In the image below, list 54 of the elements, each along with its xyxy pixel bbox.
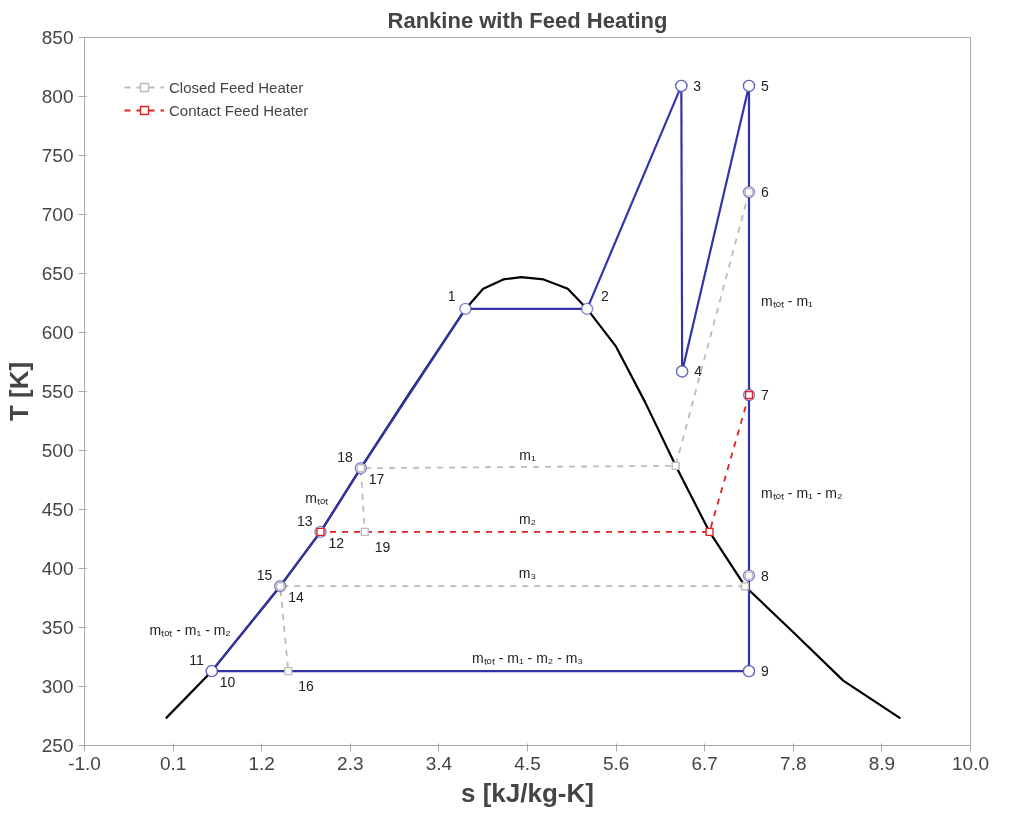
annotation: 17 xyxy=(368,471,385,488)
x-tick-label: 7.8 xyxy=(780,752,807,774)
annotation: 10 xyxy=(219,674,236,691)
chart-title: Rankine with Feed Heating xyxy=(387,7,668,33)
annotation: mₜₒₜ - m₁ - m₂ xyxy=(761,484,843,501)
annotation: 6 xyxy=(761,184,769,201)
x-axis-title: s [kJ/kg-K] xyxy=(461,777,594,808)
x-tick-label: 10.0 xyxy=(952,752,989,774)
annotation: 14 xyxy=(288,589,305,606)
x-tick-label: 5.6 xyxy=(602,752,630,774)
annotation: mₜₒₜ - m₁ xyxy=(761,292,814,309)
annotation: 19 xyxy=(374,538,391,555)
annotation: 7 xyxy=(761,387,769,404)
y-tick-label: 500 xyxy=(41,440,74,461)
y-tick-label: 650 xyxy=(41,263,74,284)
y-tick-label: 800 xyxy=(41,86,74,107)
annotation: 12 xyxy=(328,534,345,551)
annotation: m₃ xyxy=(518,565,537,582)
annotation: 5 xyxy=(761,77,769,94)
x-tick-label: 3.4 xyxy=(425,752,453,774)
y-tick-label: 350 xyxy=(41,617,74,638)
annotation: 13 xyxy=(296,512,313,529)
annotation: mₜₒₜ - m₁ - m₂ - m₃ xyxy=(471,650,584,667)
annotation: 8 xyxy=(761,567,769,584)
y-tick-label: 700 xyxy=(41,204,74,225)
annotation: 4 xyxy=(694,363,703,380)
y-tick-label: 450 xyxy=(41,499,74,520)
annotation: 3 xyxy=(693,77,702,94)
annotation: m₂ xyxy=(518,510,537,527)
annotation: 1 xyxy=(447,287,456,304)
y-tick-label: 400 xyxy=(41,558,74,579)
annotation: mₜₒₜ xyxy=(305,489,330,506)
x-tick-label: 8.9 xyxy=(868,752,896,774)
annotation: 16 xyxy=(298,678,315,695)
annotation: 15 xyxy=(256,567,273,584)
y-axis-title: T [K] xyxy=(3,361,34,422)
y-tick-label: 850 xyxy=(41,27,74,48)
legend-label: Contact Feed Heater xyxy=(169,101,309,119)
annotation: m₁ xyxy=(519,447,536,464)
x-tick-label: 6.7 xyxy=(691,752,718,774)
annotation: 11 xyxy=(189,652,204,669)
legend-label: Closed Feed Heater xyxy=(169,78,304,96)
y-tick-label: 750 xyxy=(41,145,74,166)
x-tick-label: 0.1 xyxy=(159,752,187,774)
x-tick-label: 1.2 xyxy=(248,752,275,774)
y-tick-label: 300 xyxy=(41,676,74,697)
x-tick-label: 4.5 xyxy=(514,752,541,774)
annotation: 9 xyxy=(761,663,769,680)
annotation: mₜₒₜ - m₁ - m₂ xyxy=(149,621,231,638)
x-tick-label: 2.3 xyxy=(337,752,364,774)
y-tick-label: 600 xyxy=(41,322,74,343)
annotation: 18 xyxy=(337,449,353,466)
annotation: 2 xyxy=(601,287,610,304)
y-tick-label: 550 xyxy=(41,381,74,402)
